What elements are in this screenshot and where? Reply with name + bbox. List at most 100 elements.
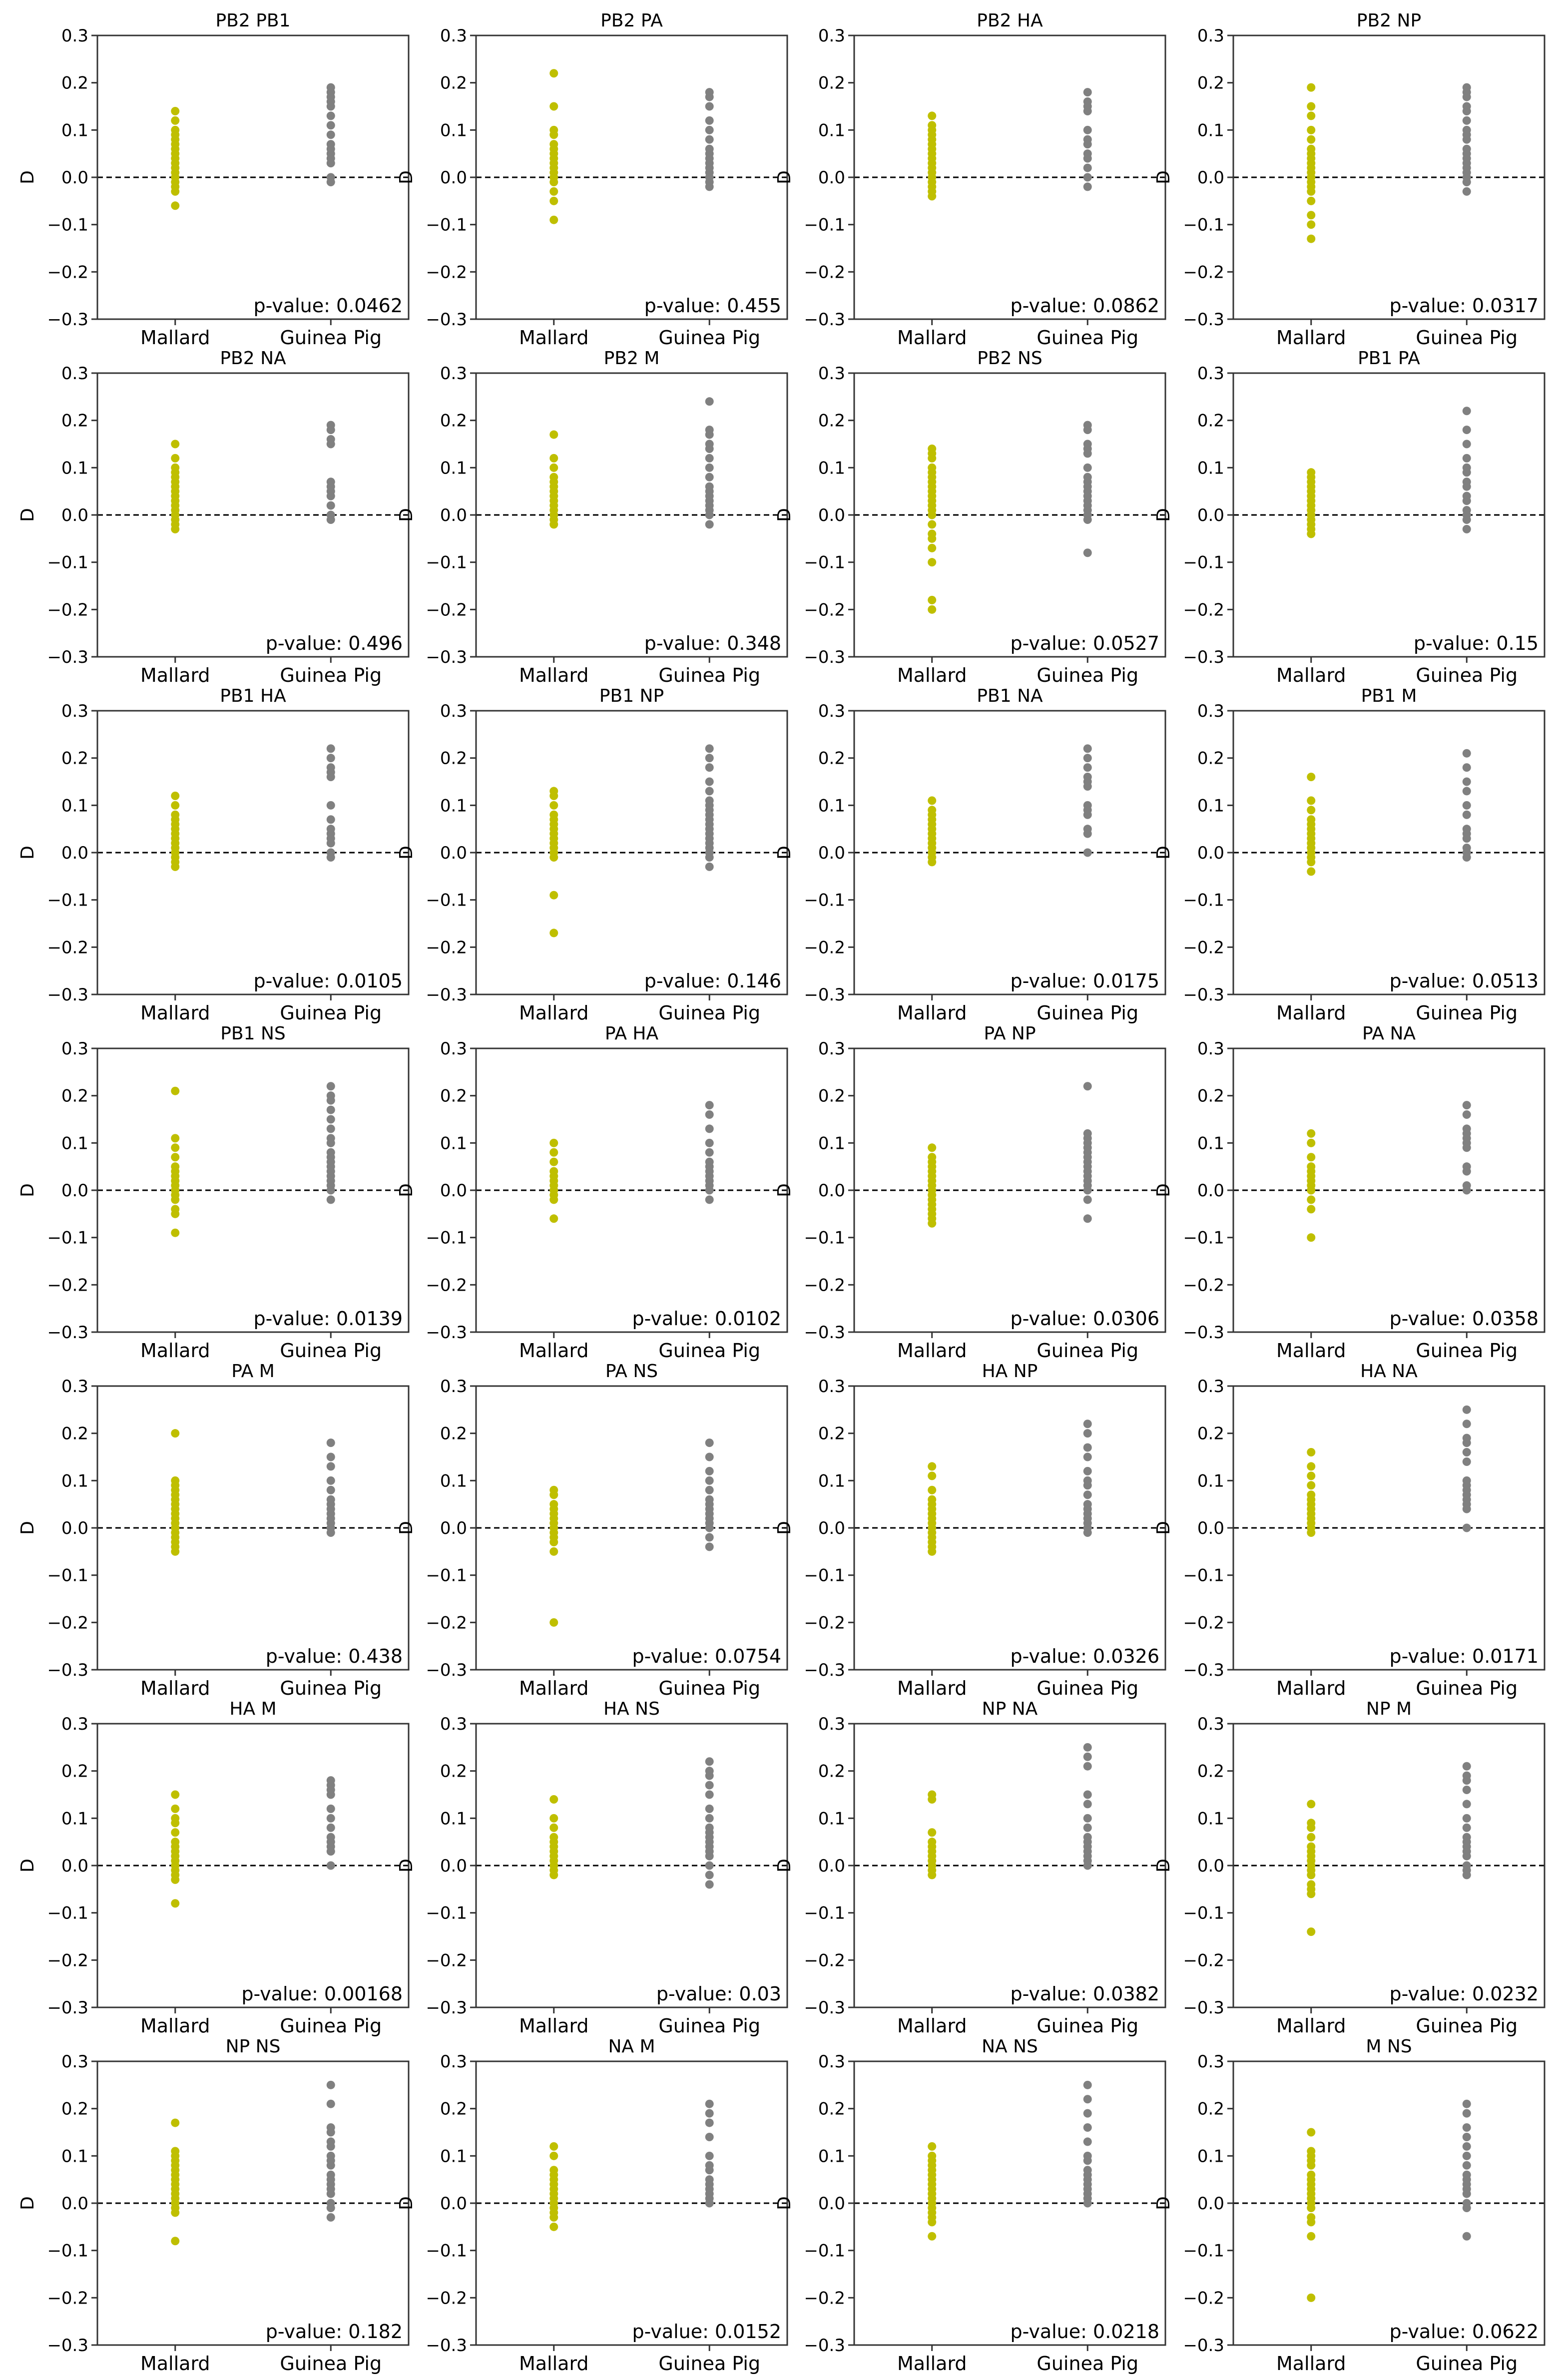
guinea-pig-point	[1462, 1110, 1471, 1119]
y-tick-label: 0.0	[818, 1181, 845, 1201]
guinea-pig-point	[705, 463, 714, 472]
guinea-pig-point	[1462, 810, 1471, 819]
panel: NA NS D 0.3 0.2 0.1 0.0 −0.1 −0.2 −0.3 Mallard Gui…	[774, 2036, 1166, 2375]
guinea-pig-point	[326, 1082, 335, 1091]
y-tick-label: −0.1	[426, 2241, 467, 2261]
mallard-point	[928, 2218, 937, 2227]
guinea-pig-point	[1083, 1528, 1092, 1537]
guinea-pig-point	[1083, 1800, 1092, 1809]
guinea-pig-point	[326, 815, 335, 824]
y-tick-label: 0.3	[818, 1377, 845, 1397]
plot-frame	[475, 1723, 788, 2008]
p-value-number: 0.146	[727, 970, 781, 992]
guinea-pig-point	[326, 2161, 335, 2170]
panel-title: NP NS	[226, 2036, 281, 2057]
mallard-point	[1307, 867, 1316, 876]
panel-title: M NS	[1366, 2036, 1412, 2057]
mallard-point	[928, 192, 937, 201]
guinea-pig-point	[1462, 1776, 1471, 1785]
guinea-pig-point	[326, 773, 335, 782]
y-tick-label: 0.0	[61, 1856, 88, 1876]
x-tick-label: Guinea Pig	[280, 327, 382, 349]
x-tick-label: Guinea Pig	[658, 2015, 760, 2037]
y-tick-label: 0.1	[440, 1133, 467, 1153]
mallard-point	[549, 1195, 558, 1204]
p-value-prefix: p-value:	[1390, 2321, 1473, 2343]
plot-frame	[475, 1047, 788, 1333]
x-tick-label: Mallard	[140, 1340, 210, 1362]
guinea-pig-point	[326, 159, 335, 168]
y-tick-label: −0.1	[1183, 891, 1224, 911]
p-value-number: 0.0232	[1472, 1983, 1539, 2005]
panel: NP NA D 0.3 0.2 0.1 0.0 −0.1 −0.2 −0.3 Mallard Gui…	[774, 1699, 1166, 2037]
y-tick-label: −0.2	[47, 938, 88, 957]
p-value-label: p-value: 0.0862	[1011, 295, 1159, 317]
p-value-prefix: p-value:	[1011, 1308, 1093, 1330]
p-value-prefix: p-value:	[1011, 632, 1093, 654]
y-tick-label: −0.1	[1183, 1228, 1224, 1248]
panel: NA M D 0.3 0.2 0.1 0.0 −0.1 −0.2 −0.3 Mallard Guin…	[396, 2036, 788, 2375]
mallard-point	[549, 1618, 558, 1627]
guinea-pig-point	[326, 177, 335, 186]
p-value-label: p-value: 0.438	[266, 1645, 403, 1667]
mallard-point	[171, 1828, 180, 1837]
y-tick-label: −0.1	[426, 1228, 467, 1248]
mallard-point	[171, 1228, 180, 1237]
y-tick-label: 0.2	[440, 1086, 467, 1106]
y-tick-label: 0.0	[1197, 2194, 1224, 2214]
guinea-pig-point	[326, 130, 335, 139]
mallard-point	[1307, 1823, 1316, 1832]
panel: PA NS D 0.3 0.2 0.1 0.0 −0.1 −0.2 −0.3 Mallard Gui…	[396, 1361, 788, 1699]
guinea-pig-point	[326, 1438, 335, 1447]
mallard-point	[1307, 1481, 1316, 1490]
y-tick-label: −0.3	[47, 2336, 88, 2356]
guinea-pig-point	[1462, 1523, 1471, 1532]
y-tick-label: 0.2	[1197, 73, 1224, 93]
guinea-pig-point	[1462, 524, 1471, 533]
mallard-point	[1307, 1233, 1316, 1242]
y-tick-label: −0.2	[47, 262, 88, 282]
y-tick-label: −0.3	[426, 310, 467, 330]
panel-title: PA NS	[605, 1361, 658, 1382]
p-value-number: 0.496	[348, 632, 403, 654]
mallard-point	[171, 801, 180, 810]
plot-frame	[1232, 34, 1546, 320]
panel-title: NA NS	[982, 2036, 1038, 2057]
x-tick-label: Guinea Pig	[1416, 2353, 1518, 2375]
plot-frame	[853, 1723, 1166, 2008]
y-axis-label: D	[17, 1521, 38, 1535]
plot-frame	[1232, 372, 1546, 658]
p-value-label: p-value: 0.15	[1414, 632, 1539, 654]
x-tick-label: Guinea Pig	[1037, 327, 1138, 349]
x-tick-label: Mallard	[897, 1002, 967, 1024]
guinea-pig-point	[705, 1790, 714, 1799]
p-value-number: 0.0358	[1472, 1308, 1539, 1330]
plot-frame	[475, 710, 788, 995]
y-tick-label: −0.2	[47, 1950, 88, 1970]
guinea-pig-point	[326, 121, 335, 130]
y-tick-label: 0.0	[440, 1518, 467, 1538]
y-tick-label: −0.2	[47, 1275, 88, 1295]
y-tick-label: 0.1	[440, 458, 467, 478]
mallard-point	[549, 196, 558, 205]
panel-title: HA NS	[603, 1699, 660, 1719]
y-axis-label: D	[774, 846, 795, 860]
panel-title: PB1 HA	[220, 686, 286, 706]
mallard-point	[1307, 1927, 1316, 1936]
panel: NP NS D 0.3 0.2 0.1 0.0 −0.1 −0.2 −0.3 Mallard Gui…	[17, 2036, 410, 2375]
guinea-pig-point	[705, 1771, 714, 1780]
y-tick-label: −0.3	[804, 647, 845, 667]
y-tick-label: −0.2	[804, 1275, 845, 1295]
plot-frame	[1232, 1385, 1546, 1671]
y-tick-label: −0.3	[47, 1660, 88, 1680]
panel-title: PB2 M	[604, 348, 660, 369]
guinea-pig-point	[705, 92, 714, 101]
guinea-pig-point	[705, 862, 714, 871]
y-tick-label: 0.3	[1197, 701, 1224, 721]
y-tick-label: 0.2	[61, 1762, 88, 1782]
guinea-pig-point	[705, 2109, 714, 2118]
x-tick-label: Mallard	[1276, 1340, 1346, 1362]
guinea-pig-point	[705, 1542, 714, 1551]
guinea-pig-point	[705, 2166, 714, 2175]
y-axis-label: D	[1153, 2196, 1174, 2210]
